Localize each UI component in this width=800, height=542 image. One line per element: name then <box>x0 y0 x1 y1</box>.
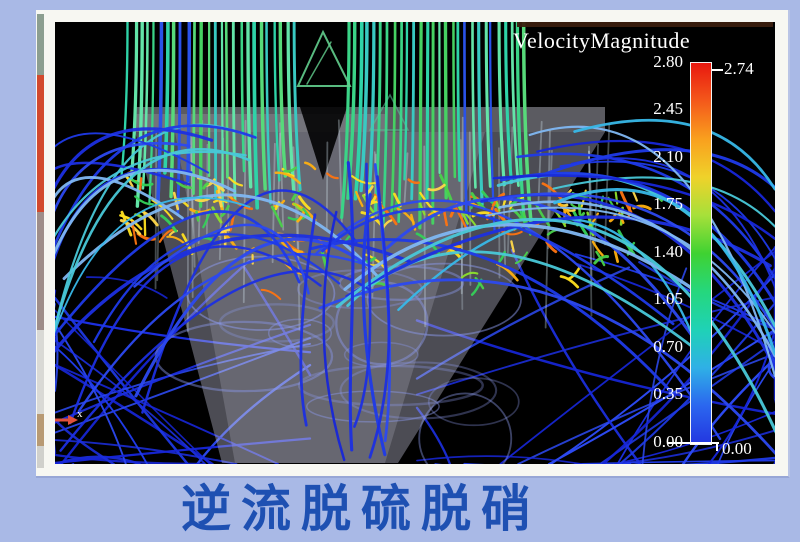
edge-strip-segment <box>37 330 44 414</box>
colorbar-min-baseline <box>667 442 719 444</box>
colorbar-tick: 2.45 <box>653 99 683 118</box>
colorbar-min-label: 0.00 <box>722 439 752 458</box>
colorbar-tick: 0.35 <box>653 384 683 403</box>
cfd-visualization: VelocityMagnitude 2.80 2.45 2.10 1.75 1.… <box>55 22 775 464</box>
slide-caption: 逆流脱硫脱硝 <box>181 481 541 537</box>
edge-strip-segment <box>37 446 44 468</box>
axis-x-label: x <box>77 408 83 420</box>
colorbar-tick: 1.75 <box>653 194 683 213</box>
edge-strip-segment <box>37 414 44 446</box>
edge-strip-segment <box>37 75 44 212</box>
colorbar <box>690 62 712 445</box>
photo-edge-strip <box>37 14 44 468</box>
colorbar-tick: 0.00 <box>623 432 683 452</box>
colorbar-max-tickline <box>712 69 723 71</box>
colorbar-tick: 2.10 <box>653 147 683 166</box>
colorbar-tick: 1.40 <box>653 242 683 261</box>
streamline-svg <box>55 22 775 464</box>
edge-strip-segment <box>37 14 44 75</box>
colorbar-min-tickline <box>716 442 718 451</box>
colorbar-max-label: 2.74 <box>724 59 754 78</box>
edge-strip-segment <box>37 212 44 330</box>
colorbar-tick: 0.70 <box>653 337 683 356</box>
legend-title: VelocityMagnitude <box>513 28 691 53</box>
colorbar-tick: 1.05 <box>653 289 683 308</box>
colorbar-tick: 2.80 <box>653 52 683 71</box>
